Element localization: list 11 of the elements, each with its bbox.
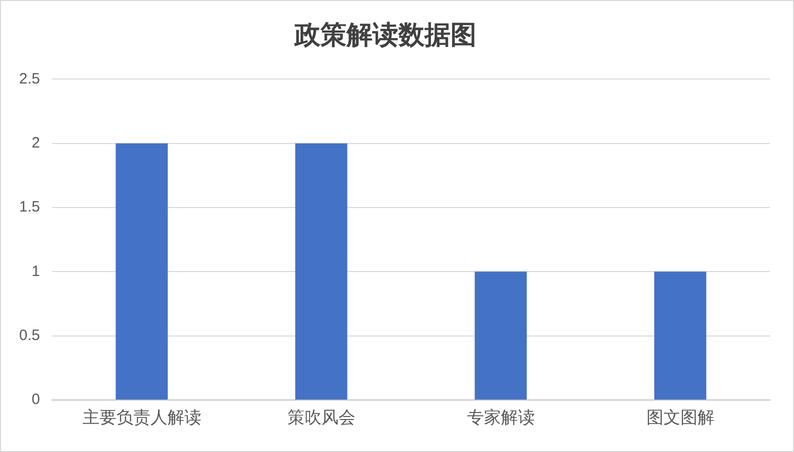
y-tick-label: 1 xyxy=(32,262,40,280)
x-tick-label: 图文图解 xyxy=(646,408,714,427)
y-tick-label: 1.5 xyxy=(19,198,40,216)
x-tick-label: 主要负责人解读 xyxy=(82,408,202,427)
y-tick-label: 2.5 xyxy=(19,70,40,88)
y-tick-label: 0.5 xyxy=(19,326,40,344)
y-tick-label: 2 xyxy=(32,134,40,152)
x-tick-label: 策吹风会 xyxy=(287,408,356,427)
chart-title: 政策解读数据图 xyxy=(294,20,476,50)
x-tick-label: 专家解读 xyxy=(466,408,535,427)
y-tick-label: 0 xyxy=(32,391,40,408)
